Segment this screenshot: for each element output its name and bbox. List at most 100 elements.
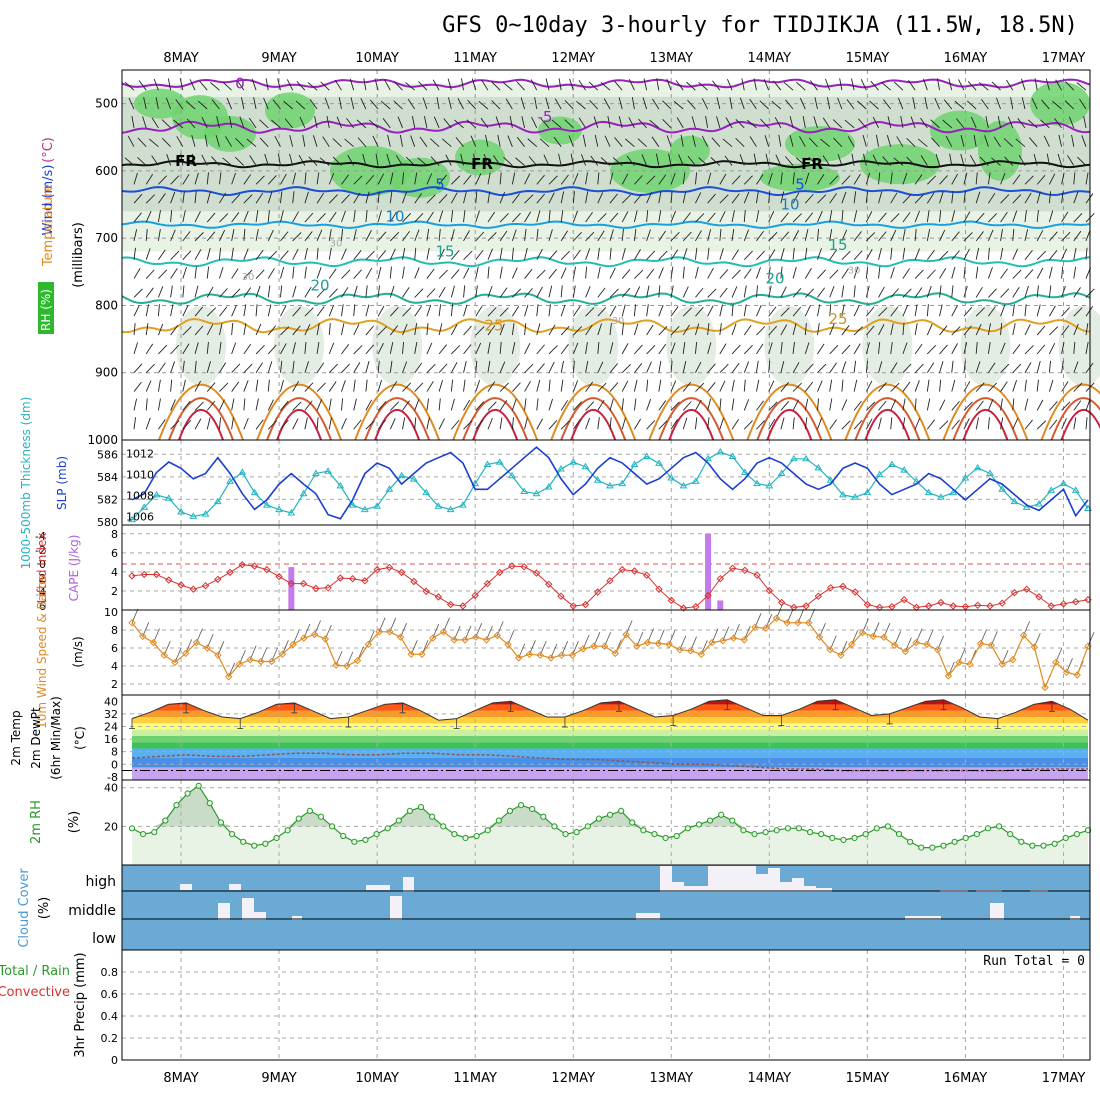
wind10m-series: [128, 604, 1095, 692]
wind-barb: [170, 191, 176, 204]
wind10m-point: [407, 650, 415, 659]
wind-barb: [316, 382, 326, 392]
wind-barb: [906, 156, 916, 166]
thickness-point: [532, 489, 541, 497]
wind-barb: [963, 401, 973, 411]
wind-barb: [259, 119, 269, 129]
li-point: [520, 563, 528, 571]
wind-barb: [893, 157, 904, 166]
wind-barb: [1043, 135, 1050, 147]
wind-barb: [780, 382, 789, 392]
wind-barb: [377, 285, 380, 298]
wind-barb: [344, 138, 354, 148]
wind-barb: [817, 323, 820, 336]
wind-barb: [707, 417, 710, 430]
wind-barb: [341, 210, 346, 223]
wind-barb: [694, 172, 698, 185]
rh2m-point: [151, 829, 158, 836]
wind-barb: [429, 138, 440, 148]
wind-barb: [457, 98, 464, 110]
wind-barb: [607, 115, 611, 128]
wind10m-point: [1073, 671, 1081, 679]
wind-barb: [707, 363, 716, 374]
bottom-date-16may: 16MAY: [944, 1071, 988, 1086]
wind-barb: [682, 417, 688, 430]
wind-barb: [414, 306, 422, 317]
wind-barb: [967, 80, 977, 91]
wind-barb: [511, 247, 514, 260]
li-point: [299, 579, 308, 588]
wind-barb: [292, 360, 295, 373]
wind-barb: [851, 153, 855, 166]
wind-barb: [829, 344, 839, 355]
wind-barb: [975, 417, 980, 430]
wind-barb: [975, 307, 985, 317]
wind-barb: [362, 153, 367, 166]
wind-barb: [902, 417, 906, 430]
wind-barb: [646, 420, 656, 430]
wind-barb: [792, 247, 795, 260]
wind-barb: [902, 305, 909, 317]
wind-barb: [1040, 119, 1050, 129]
wind-barb: [719, 363, 729, 374]
wind-barb: [165, 97, 172, 110]
wind-barb: [145, 174, 154, 185]
wind-barb: [283, 100, 293, 110]
wind-barb: [243, 304, 247, 317]
wind-barb: [326, 115, 330, 128]
wind-barb: [1000, 363, 1010, 374]
wind-barb: [799, 97, 806, 110]
wind-barb: [695, 382, 705, 392]
wind-barb: [1017, 118, 1026, 129]
wind-barb: [157, 304, 160, 317]
wind-barb: [829, 419, 838, 430]
wind-barb: [417, 157, 428, 166]
wind-barb: [426, 288, 436, 298]
wind10m-point: [461, 636, 469, 644]
wind-barb: [975, 172, 978, 185]
wind-barb: [792, 382, 802, 392]
wind-barb: [463, 267, 470, 279]
wind-barb: [418, 81, 428, 91]
thickness-point: [949, 488, 958, 496]
wind-barb: [133, 305, 140, 317]
wind-barb: [890, 323, 894, 336]
wind-barb: [548, 285, 553, 298]
wind-barb: [656, 78, 660, 91]
wind-barb: [182, 343, 190, 355]
wind-barb: [414, 382, 424, 392]
wind-barb: [175, 99, 184, 110]
wind-barb: [759, 100, 769, 110]
wind-barb: [475, 342, 482, 355]
wind-barb: [402, 382, 412, 392]
wind-barb: [511, 342, 516, 354]
wind-barb: [735, 138, 745, 148]
li-point: [214, 575, 222, 584]
wind-barb: [1083, 115, 1087, 128]
wind-barb: [145, 363, 155, 374]
wind10m-point: [976, 639, 985, 648]
wind10m-point: [386, 628, 394, 636]
wind-barb: [1073, 191, 1079, 204]
wind-barb: [902, 229, 906, 241]
wind-barb: [572, 266, 576, 279]
wind-barb: [780, 266, 783, 279]
wind-barb: [1036, 285, 1039, 298]
wind-barb: [780, 324, 788, 336]
wind-barb: [878, 231, 887, 242]
rh2m-point: [895, 830, 903, 838]
wind-barb: [487, 285, 493, 298]
wind-barb: [658, 326, 668, 336]
wind-barb: [402, 341, 405, 354]
wind-barb: [858, 118, 867, 129]
wind-barb: [822, 155, 831, 166]
wind-barb: [829, 379, 833, 392]
wind-barb: [206, 324, 214, 336]
wind-barb: [687, 155, 696, 166]
rh2m-point: [506, 807, 514, 815]
thickness-point: [753, 479, 761, 487]
wind-barb: [633, 323, 639, 336]
cloud-block: [180, 884, 192, 890]
wind-barb: [900, 115, 904, 128]
wind-barb: [1024, 250, 1033, 260]
